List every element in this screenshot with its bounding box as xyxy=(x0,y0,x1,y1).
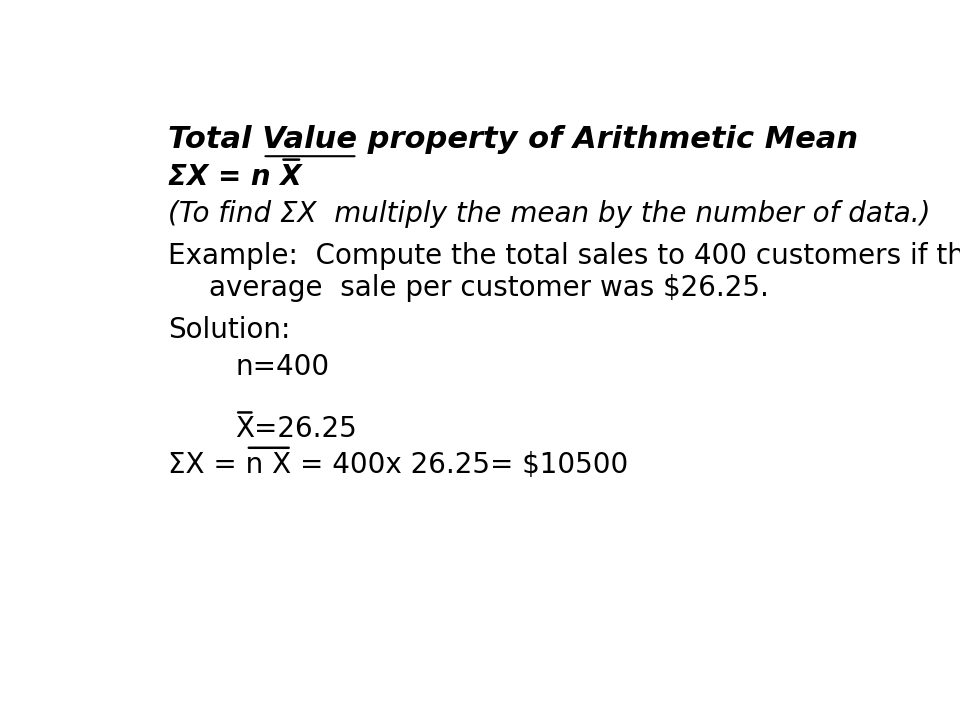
Text: ΣX = n X = 400x 26.25= $10500: ΣX = n X = 400x 26.25= $10500 xyxy=(168,451,629,479)
Text: ΣX = n X: ΣX = n X xyxy=(168,451,292,479)
Text: Total: Total xyxy=(168,125,263,154)
Text: Total Value property of Arithmetic Mean: Total Value property of Arithmetic Mean xyxy=(168,125,858,154)
Text: average  sale per customer was $26.25.: average sale per customer was $26.25. xyxy=(209,274,769,302)
Text: ΣX =: ΣX = xyxy=(168,451,246,479)
Text: Example:  Compute the total sales to 400 customers if the: Example: Compute the total sales to 400 … xyxy=(168,242,960,269)
Text: ΣX = n: ΣX = n xyxy=(168,163,280,191)
Text: (To find ΣX  multiply the mean by the number of data.): (To find ΣX multiply the mean by the num… xyxy=(168,200,931,228)
Text: X=26.25: X=26.25 xyxy=(235,415,357,444)
Text: ΣX = n: ΣX = n xyxy=(168,451,264,479)
Text: n=400: n=400 xyxy=(235,353,329,381)
Text: Total Value: Total Value xyxy=(168,125,357,154)
Text: ΣX = n X: ΣX = n X xyxy=(168,163,302,191)
Text: X: X xyxy=(235,415,254,444)
Text: ΣX = n X: ΣX = n X xyxy=(168,163,302,191)
Text: Solution:: Solution: xyxy=(168,315,291,343)
